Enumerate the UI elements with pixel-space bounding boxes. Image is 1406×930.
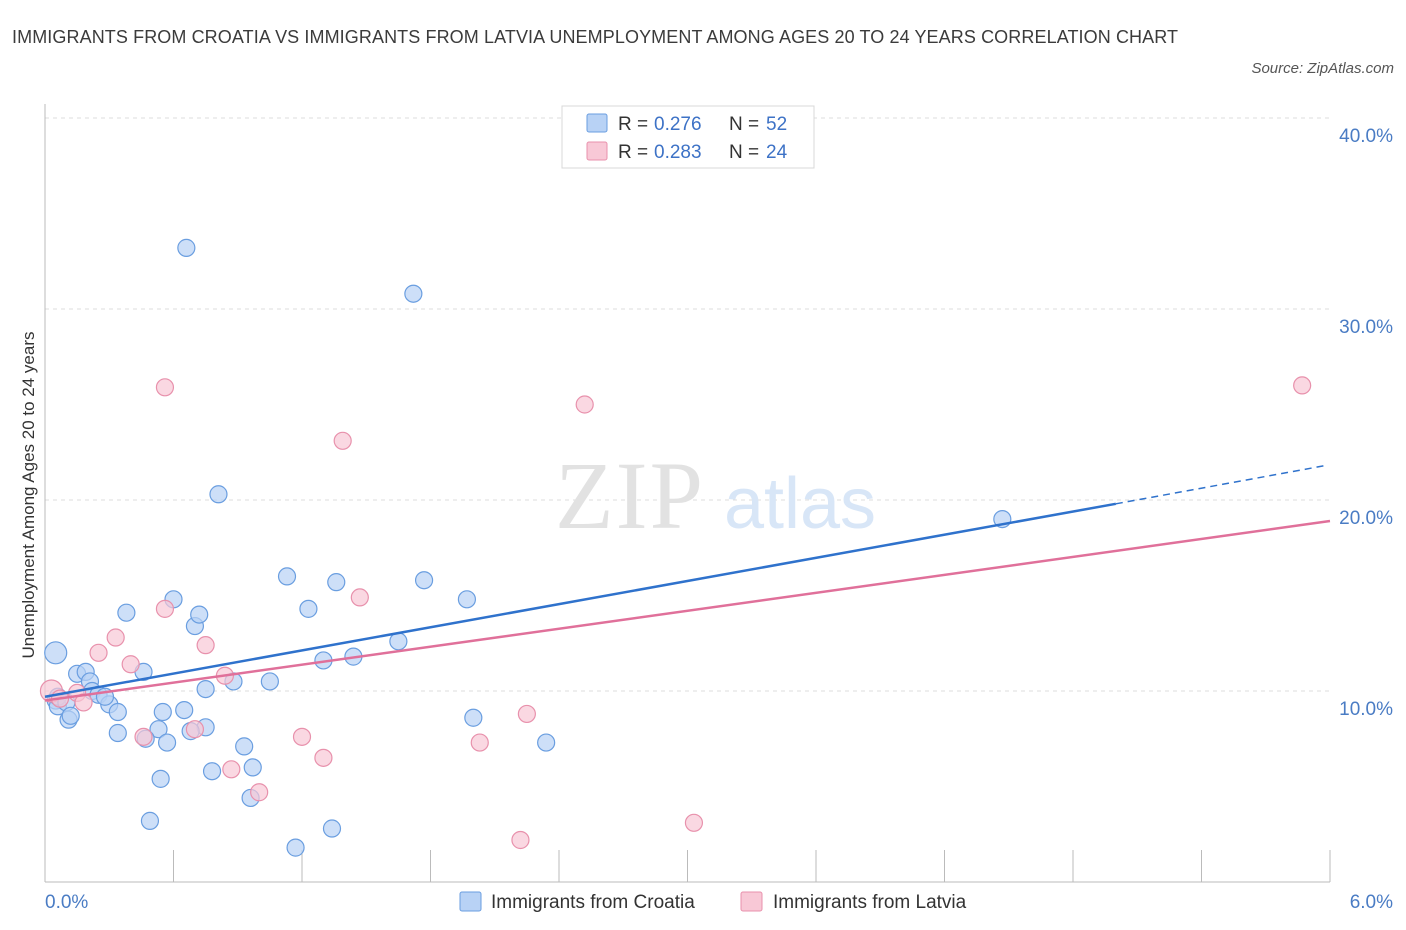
trend-line-latvia: [44, 519, 1331, 702]
bottom-legend-label-croatia: Immigrants from Croatia: [491, 892, 695, 913]
point-latvia-23: [684, 813, 704, 832]
top-legend: R = 0.276 N = 52 R = 0.283 N = 24: [561, 105, 815, 169]
point-croatia-15: [117, 603, 136, 622]
watermark-atlas: atlas: [724, 464, 876, 544]
point-croatia-51: [537, 733, 556, 752]
y-tick-label-1: 20.0%: [1339, 508, 1393, 529]
series-croatia-points: [44, 238, 1012, 857]
legend-r-value-latvia: 0.283: [654, 142, 702, 163]
legend-n-label-latvia: N =: [729, 142, 759, 163]
point-latvia-24: [1293, 376, 1312, 395]
legend-r-value-croatia: 0.276: [654, 114, 702, 135]
point-latvia-19: [470, 733, 489, 752]
chart-source: Source: ZipAtlas.com: [1251, 60, 1394, 77]
point-croatia-38: [140, 811, 160, 830]
bottom-legend-label-latvia: Immigrants from Latvia: [773, 892, 967, 913]
point-croatia-6: [61, 706, 80, 725]
chart-title: IMMIGRANTS FROM CROATIA VS IMMIGRANTS FR…: [12, 27, 1179, 47]
point-latvia-13: [222, 760, 241, 779]
bottom-legend-swatch-latvia: [740, 891, 763, 912]
legend-r-label-croatia: R =: [618, 114, 648, 135]
point-latvia-15: [292, 727, 312, 746]
point-croatia-43: [327, 573, 346, 592]
legend-n-value-latvia: 24: [766, 142, 788, 163]
point-croatia-3: [44, 641, 68, 665]
point-latvia-4: [89, 643, 108, 662]
point-latvia-6: [121, 655, 140, 674]
legend-swatch-croatia: [586, 113, 608, 133]
trend-lines: [44, 464, 1331, 702]
series-latvia-points: [39, 376, 1312, 850]
point-latvia-18: [350, 588, 369, 607]
point-croatia-20: [177, 238, 196, 257]
point-latvia-16: [314, 748, 333, 767]
point-latvia-20: [517, 704, 536, 724]
point-latvia-21: [511, 830, 530, 850]
point-croatia-22: [190, 605, 209, 624]
point-latvia-10: [185, 720, 205, 739]
point-croatia-41: [299, 599, 318, 618]
point-croatia-33: [235, 737, 254, 756]
legend-n-value-croatia: 52: [766, 114, 787, 135]
point-croatia-50: [464, 708, 483, 727]
x-tick-label-1: 6.0%: [1350, 892, 1393, 913]
point-croatia-35: [260, 672, 279, 691]
y-tick-label-0: 10.0%: [1339, 699, 1393, 720]
legend-r-label-latvia: R =: [618, 142, 648, 163]
point-croatia-23: [196, 679, 215, 699]
point-latvia-11: [196, 636, 215, 655]
point-croatia-45: [322, 819, 342, 838]
trend-line-croatia-extension: [1115, 464, 1326, 505]
watermark-zip: ZIP: [555, 442, 705, 549]
point-latvia-14: [250, 783, 269, 802]
watermark: ZIP atlas: [555, 442, 876, 549]
point-latvia-22: [575, 395, 594, 414]
point-croatia-48: [414, 571, 434, 590]
bottom-legend: Immigrants from Croatia Immigrants from …: [459, 891, 967, 913]
point-croatia-39: [277, 567, 297, 586]
point-latvia-9: [155, 599, 175, 618]
point-croatia-19: [175, 700, 194, 720]
point-croatia-34: [243, 758, 262, 777]
axes: 10.0% 20.0% 30.0% 40.0% 0.0% 6.0%: [44, 104, 1393, 913]
legend-swatch-latvia: [586, 141, 608, 161]
y-tick-label-2: 30.0%: [1339, 317, 1393, 338]
point-croatia-40: [286, 838, 305, 857]
point-croatia-30: [209, 485, 228, 504]
point-croatia-26: [108, 723, 127, 743]
point-croatia-49: [457, 590, 477, 609]
point-latvia-5: [106, 628, 125, 647]
legend-n-label-croatia: N =: [729, 114, 759, 135]
point-croatia-37: [151, 769, 170, 788]
point-latvia-7: [134, 727, 153, 746]
trend-line-croatia: [44, 502, 1117, 698]
point-croatia-17: [153, 702, 172, 722]
x-tick-label-0: 0.0%: [45, 892, 88, 913]
y-axis-title: Unemployment Among Ages 20 to 24 years: [19, 332, 38, 659]
y-tick-label-3: 40.0%: [1339, 126, 1393, 147]
point-croatia-47: [404, 284, 423, 303]
point-croatia-31: [202, 762, 222, 781]
point-latvia-17: [333, 431, 352, 450]
bottom-legend-swatch-croatia: [459, 891, 482, 912]
point-croatia-25: [149, 720, 168, 739]
point-croatia-14: [108, 702, 127, 722]
point-latvia-8: [155, 378, 175, 397]
grid-lines: [45, 117, 1330, 692]
point-croatia-28: [157, 733, 177, 752]
